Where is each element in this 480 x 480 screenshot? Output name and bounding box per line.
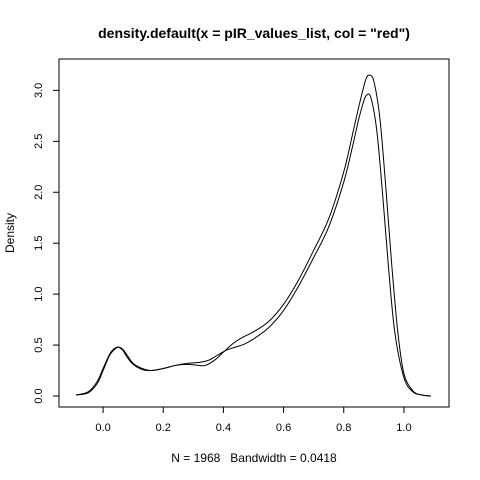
density-curve-2 [75, 93, 432, 397]
y-tick-label: 1.0 [33, 286, 45, 301]
y-tick-label: 0.5 [33, 337, 45, 352]
density-curve-1 [75, 74, 432, 397]
x-tick-label: 0.6 [276, 422, 291, 434]
y-tick-label: 3.0 [33, 83, 45, 98]
x-tick-label: 0.0 [95, 422, 110, 434]
x-axis: 0.0 0.2 0.4 0.6 0.8 1.0 [95, 406, 412, 434]
plot-frame [58, 58, 450, 408]
x-tick-label: 0.8 [336, 422, 351, 434]
x-axis-label: N = 1968 Bandwidth = 0.0418 [171, 451, 337, 465]
y-axis-label: Density [3, 213, 17, 253]
x-tick-label: 0.2 [156, 422, 171, 434]
density-curves [75, 74, 432, 397]
chart-title: density.default(x = pIR_values_list, col… [98, 25, 410, 41]
y-axis: 0.0 0.5 1.0 1.5 2.0 2.5 3.0 [33, 83, 60, 404]
y-tick-label: 2.5 [33, 134, 45, 149]
x-tick-label: 0.4 [216, 422, 231, 434]
y-tick-label: 0.0 [33, 388, 45, 403]
x-tick-label: 1.0 [396, 422, 411, 434]
y-tick-label: 1.5 [33, 236, 45, 251]
y-tick-label: 2.0 [33, 185, 45, 200]
